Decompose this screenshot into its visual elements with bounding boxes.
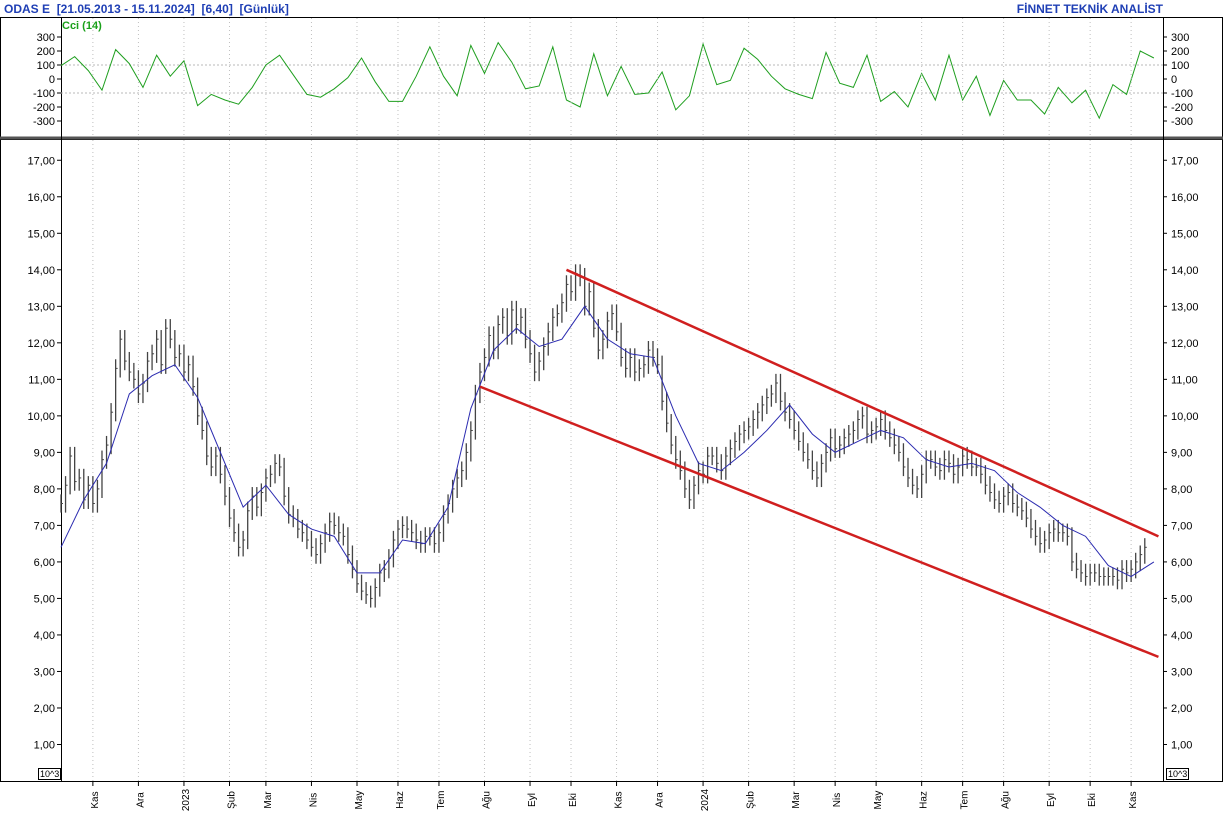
moving-average-line bbox=[60, 305, 1155, 578]
price-tick-label-left: 16,00 bbox=[27, 192, 55, 204]
price-tick-label-right: 9,00 bbox=[1171, 447, 1192, 459]
period-label: [Günlük] bbox=[239, 2, 289, 16]
price-tick-label-left: 13,00 bbox=[27, 301, 55, 313]
price-tick-label-right: 15,00 bbox=[1171, 228, 1199, 240]
price-tick-label-left: 6,00 bbox=[34, 557, 55, 569]
price-tick-label-left: 12,00 bbox=[27, 338, 55, 350]
x-tick-label: Şub bbox=[226, 791, 237, 809]
cci-tick-label-right: 0 bbox=[1171, 74, 1177, 86]
x-tick-label: Eyl bbox=[527, 793, 538, 807]
last-price-label: [6,40] bbox=[201, 2, 233, 16]
price-tick-label-left: 17,00 bbox=[27, 155, 55, 167]
price-tick-label-right: 8,00 bbox=[1171, 484, 1192, 496]
price-tick-label-left: 15,00 bbox=[27, 228, 55, 240]
x-tick-label: Haz bbox=[919, 791, 930, 809]
price-tick-label-left: 11,00 bbox=[28, 374, 55, 386]
date-range-label: [21.05.2013 - 15.11.2024] bbox=[56, 2, 195, 16]
cci-tick-label-right: -200 bbox=[1171, 102, 1193, 114]
cci-tick-label-right: -300 bbox=[1171, 116, 1193, 128]
price-tick-label-left: 9,00 bbox=[34, 447, 55, 459]
x-tick-label: Şub bbox=[746, 791, 757, 809]
price-tick-label-right: 4,00 bbox=[1171, 630, 1192, 642]
x-tick-label: Ara bbox=[135, 792, 146, 808]
x-tick-label: Ara bbox=[655, 792, 666, 808]
x-tick-label: Tem bbox=[436, 791, 447, 810]
price-tick-label-left: 3,00 bbox=[34, 666, 55, 678]
cci-tick-label-right: 200 bbox=[1171, 46, 1189, 58]
x-tick-label: Ağu bbox=[481, 791, 492, 809]
cci-tick-label-left: 0 bbox=[49, 74, 55, 86]
price-tick-label-right: 10,00 bbox=[1171, 411, 1199, 423]
price-tick-label-left: 2,00 bbox=[34, 703, 55, 715]
header-symbol: ODAS E [21.05.2013 - 15.11.2024] [6,40] … bbox=[4, 2, 289, 16]
cci-tick-label-right: -100 bbox=[1171, 88, 1193, 100]
cci-tick-label-left: 300 bbox=[37, 32, 55, 44]
price-tick-label-right: 13,00 bbox=[1171, 301, 1199, 313]
price-tick-label-left: 5,00 bbox=[34, 593, 55, 605]
x-tick-label: Nis bbox=[832, 793, 843, 807]
cci-tick-label-left: -200 bbox=[33, 102, 55, 114]
x-tick-label: Tem bbox=[960, 791, 971, 810]
x-tick-label: Nis bbox=[308, 793, 319, 807]
x-tick-label: Kas bbox=[90, 791, 101, 808]
x-tick-label: 2023 bbox=[181, 788, 192, 811]
x-tick-label: Eki bbox=[568, 793, 579, 807]
price-tick-label-right: 12,00 bbox=[1171, 338, 1199, 350]
corner-label-left: 10^3 bbox=[38, 768, 62, 780]
x-tick-label: Kas bbox=[1128, 791, 1139, 808]
vendor-label: FİNNET TEKNİK ANALİST bbox=[1016, 2, 1163, 16]
price-tick-label-right: 16,00 bbox=[1171, 192, 1199, 204]
x-tick-label: Mar bbox=[791, 791, 802, 809]
x-tick-label: Mar bbox=[263, 791, 274, 809]
symbol-label: ODAS E bbox=[4, 2, 51, 16]
cci-tick-label-left: -300 bbox=[33, 116, 55, 128]
x-tick-label: May bbox=[354, 791, 365, 810]
price-tick-label-left: 4,00 bbox=[34, 630, 55, 642]
indicator-panel-frame bbox=[0, 17, 1223, 138]
cci-tick-label-left: -100 bbox=[33, 88, 55, 100]
price-tick-label-left: 1,00 bbox=[34, 739, 55, 751]
cci-tick-label-right: 100 bbox=[1171, 60, 1189, 72]
price-tick-label-right: 3,00 bbox=[1171, 666, 1192, 678]
x-tick-label: Haz bbox=[395, 791, 406, 809]
corner-label-right: 10^3 bbox=[1166, 768, 1190, 780]
cci-tick-label-left: 200 bbox=[37, 46, 55, 58]
x-tick-label: Eyl bbox=[1046, 793, 1057, 807]
cci-tick-label-right: 300 bbox=[1171, 32, 1189, 44]
price-tick-label-left: 10,00 bbox=[27, 411, 55, 423]
x-tick-label: Ağu bbox=[1001, 791, 1012, 809]
price-tick-label-right: 17,00 bbox=[1171, 155, 1199, 167]
price-tick-label-right: 5,00 bbox=[1171, 593, 1192, 605]
cci-legend: Cci (14) bbox=[62, 20, 102, 32]
price-tick-label-right: 7,00 bbox=[1171, 520, 1192, 532]
price-tick-label-left: 7,00 bbox=[34, 520, 55, 532]
price-tick-label-right: 2,00 bbox=[1171, 703, 1192, 715]
x-tick-label: May bbox=[873, 791, 884, 810]
price-tick-label-left: 14,00 bbox=[27, 265, 55, 277]
cci-tick-label-left: 100 bbox=[37, 60, 55, 72]
x-tick-label: Eki bbox=[1087, 793, 1098, 807]
price-tick-label-right: 1,00 bbox=[1171, 739, 1192, 751]
upper-channel-line bbox=[565, 268, 1159, 538]
price-tick-label-left: 8,00 bbox=[34, 484, 55, 496]
x-tick-label: Kas bbox=[614, 791, 625, 808]
price-tick-label-right: 6,00 bbox=[1171, 557, 1192, 569]
price-tick-label-right: 14,00 bbox=[1171, 265, 1199, 277]
lower-channel-line bbox=[479, 385, 1159, 659]
x-tick-label: 2024 bbox=[700, 788, 711, 811]
cci-line bbox=[60, 41, 1155, 120]
price-tick-label-right: 11,00 bbox=[1171, 374, 1198, 386]
